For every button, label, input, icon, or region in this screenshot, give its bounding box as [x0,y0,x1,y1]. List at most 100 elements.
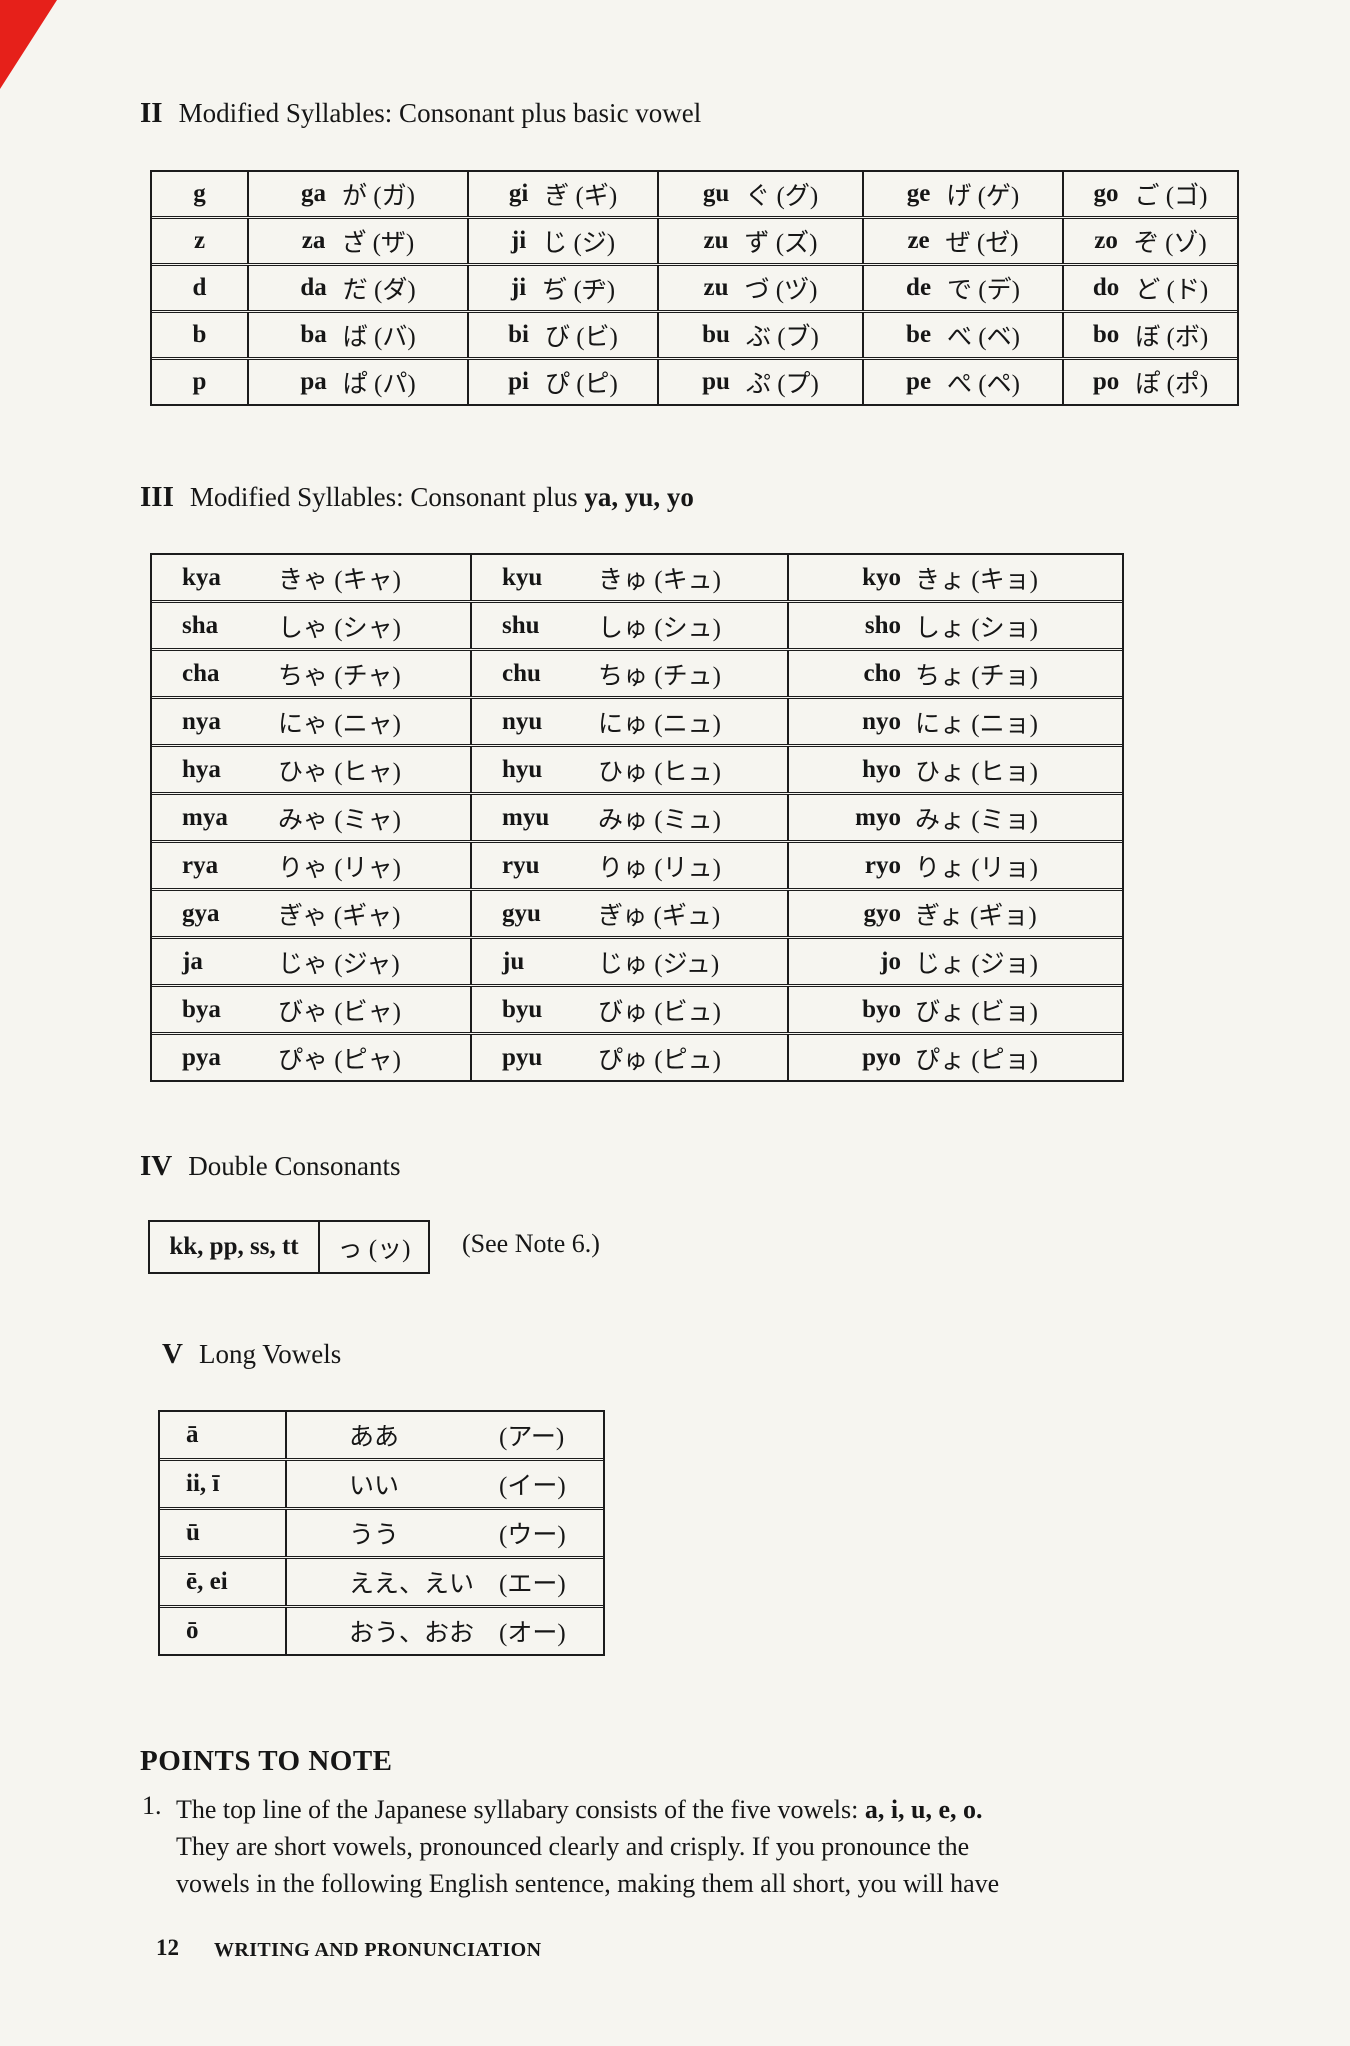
syllable-cell: cha ちゃ (チャ) [182,659,401,690]
syllable-cell: go ご (ゴ) [1062,172,1237,216]
syllable-cell: myu みゅ (ミュ) [470,795,787,840]
syllable-cell: jo じょ (ジョ) [787,939,1122,984]
syllable-cell: chu ちゅ (チュ) [470,651,787,696]
syllable-cell: nyo にょ (ニョ) [787,699,1122,744]
table-double-consonants: kk, pp, ss, tt っ (ッ) [148,1220,430,1274]
red-corner-marker [0,0,57,89]
syllable-cell: byo びょ (ビョ) [787,987,1122,1032]
section-ii-numeral: II [140,97,163,129]
syllable-cell: sho しょ (ショ) [787,603,1122,648]
syllable-cell: hyo ひょ (ヒョ) [787,747,1122,792]
syllable-cell: pyu ぴゅ (ピュ) [470,1035,787,1080]
syllable-cell: gu ぐ (グ) [657,172,862,216]
section-iii-title: Modified Syllables: Consonant plus [189,482,585,512]
syllable-cell: hyu ひゅ (ヒュ) [470,747,787,792]
table-row: sha しゃ (シャ) shu しゅ (シュ) sho しょ (ショ) [152,600,1122,648]
table-row: ū うう (ウー) [160,1507,603,1556]
section-ii-title: Modified Syllables: Consonant plus basic… [178,98,702,128]
section-iv-title: Double Consonants [188,1151,401,1181]
syllable-cell: ja じゃ (ジャ) [182,947,400,978]
points-paragraph: The top line of the Japanese syllabary c… [176,1791,999,1902]
table-row: ō おう、おお (オー) [160,1605,603,1654]
syllable-cell: mya みゃ (ミャ) [182,803,401,834]
table-row: gya ぎゃ (ギャ) gyu ぎゅ (ギュ) gyo ぎょ (ギョ) [152,888,1122,936]
table-row: p pa ぱ (パ) pi ぴ (ピ) pu ぷ (プ) pe ぺ (ペ) po ぽ (ポ… [152,357,1237,404]
syllable-cell: gyo ぎょ (ギョ) [787,891,1122,936]
table-row: pya ぴゃ (ピャ) pyu ぴゅ (ピュ) pyo ぴょ (ピョ) [152,1032,1122,1080]
syllable-cell: bi び (ビ) [467,313,657,357]
long-vowel-label-cell: ō [186,1617,199,1644]
section-iii-heading: III Modified Syllables: Consonant plus ya… [140,480,694,514]
table-row: hya ひゃ (ヒャ) hyu ひゅ (ヒュ) hyo ひょ (ヒョ) [152,744,1122,792]
syllable-cell: po ぽ (ポ) [1062,360,1237,404]
row-label-cell: b [192,321,207,348]
double-consonant-cell: kk, pp, ss, tt [169,1233,299,1260]
syllable-cell: pe ぺ (ペ) [862,360,1062,404]
syllable-cell: pya ぴゃ (ピャ) [182,1043,401,1074]
table-row: z za ざ (ザ) ji じ (ジ) zu ず (ズ) ze ぜ (ゼ) zo ぞ (ゾ… [152,216,1237,263]
long-vowel-label-cell: ā [186,1421,199,1448]
syllable-cell: pu ぷ (プ) [657,360,862,404]
table-row: cha ちゃ (チャ) chu ちゅ (チュ) cho ちょ (チョ) [152,648,1122,696]
syllable-cell: gyu ぎゅ (ギュ) [470,891,787,936]
long-vowel-kana-cell: いい (イー) [285,1461,603,1507]
table-row: bya びゃ (ビャ) byu びゅ (ビュ) byo びょ (ビョ) [152,984,1122,1032]
long-vowel-kana-cell: ああ (アー) [285,1412,603,1458]
syllable-cell: kyu きゅ (キュ) [470,555,787,600]
paragraph-line: The top line of the Japanese syllabary c… [176,1795,983,1824]
syllable-cell: be べ (ベ) [862,313,1062,357]
syllable-cell: kya きゃ (キャ) [182,563,401,594]
section-ii-heading: II Modified Syllables: Consonant plus bas… [140,96,701,130]
syllable-cell: rya りゃ (リャ) [182,851,401,882]
syllable-cell: bya びゃ (ビャ) [182,995,401,1026]
syllable-cell: nya にゃ (ニャ) [182,707,401,738]
section-iii-title-bold: ya, yu, yo [584,482,694,512]
syllable-cell: ba ば (バ) [247,313,467,357]
long-vowel-kana-cell: おう、おお (オー) [285,1608,603,1654]
page-number: 12 [156,1935,179,1960]
table-row: kk, pp, ss, tt っ (ッ) [150,1222,428,1272]
table-row: rya りゃ (リャ) ryu りゅ (リュ) ryo りょ (リョ) [152,840,1122,888]
syllable-cell: de で (デ) [862,266,1062,310]
long-vowel-kana-cell: ええ、えい (エー) [285,1559,603,1605]
syllable-cell: ju じゅ (ジュ) [470,939,787,984]
paragraph-line: They are short vowels, pronounced clearl… [176,1832,970,1861]
points-to-note-heading: POINTS TO NOTE [140,1745,393,1777]
table-row: ii, ī いい (イー) [160,1458,603,1507]
row-label-cell: d [192,274,207,301]
row-label-cell: g [193,180,206,207]
syllable-cell: myo みょ (ミョ) [787,795,1122,840]
syllable-cell: ji じ (ジ) [467,219,657,263]
syllable-cell: ryu りゅ (リュ) [470,843,787,888]
table-row: nya にゃ (ニャ) nyu にゅ (ニュ) nyo にょ (ニョ) [152,696,1122,744]
syllable-cell: ge げ (ゲ) [862,172,1062,216]
syllable-cell: kyo きょ (キョ) [787,555,1122,600]
syllable-cell: za ざ (ザ) [247,219,467,263]
section-v-heading: V Long Vowels [162,1337,341,1371]
table-row: ē, ei ええ、えい (エー) [160,1556,603,1605]
section-iv-numeral: IV [140,1150,173,1182]
list-item-number: 1. [142,1791,162,1820]
syllable-cell: gi ぎ (ギ) [467,172,657,216]
syllable-cell: ji ぢ (ヂ) [467,266,657,310]
syllable-cell: ryo りょ (リョ) [787,843,1122,888]
long-vowel-label-cell: ii, ī [186,1470,220,1497]
syllable-cell: byu びゅ (ビュ) [470,987,787,1032]
syllable-cell: ga が (ガ) [247,172,467,216]
section-iv-heading: IV Double Consonants [140,1149,400,1183]
table-row: mya みゃ (ミャ) myu みゅ (ミュ) myo みょ (ミョ) [152,792,1122,840]
syllable-cell: sha しゃ (シャ) [182,611,401,642]
table-row: ja じゃ (ジャ) ju じゅ (ジュ) jo じょ (ジョ) [152,936,1122,984]
table-row: d da だ (ダ) ji ぢ (ヂ) zu づ (ヅ) de で (デ) do ど (ド… [152,263,1237,310]
section-v-title: Long Vowels [198,1339,342,1369]
table-long-vowels: ā ああ (アー) ii, ī いい (イー) ū うう (ウー) ē, ei ええ、… [158,1410,605,1656]
paragraph-line: vowels in the following English sentence… [176,1869,1000,1898]
syllable-cell: pa ぱ (パ) [247,360,467,404]
syllable-cell: pi ぴ (ピ) [467,360,657,404]
syllable-cell: shu しゅ (シュ) [470,603,787,648]
long-vowel-kana-cell: うう (ウー) [285,1510,603,1556]
row-label-cell: z [193,227,206,254]
section-iii-numeral: III [140,481,174,513]
see-note-reference: (See Note 6.) [462,1229,600,1258]
